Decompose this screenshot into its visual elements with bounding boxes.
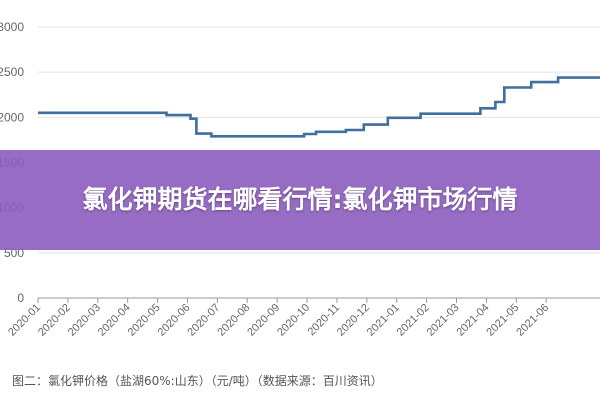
y-tick-label: 2000	[0, 110, 24, 124]
chart-caption: 图二：氯化钾价格（盐湖60%:山东）（元/吨）（数据来源：百川资讯）	[12, 374, 383, 388]
y-tick-label: 2500	[0, 65, 24, 79]
y-tick-label: 0	[17, 291, 24, 305]
x-tick-label: 2020-10	[275, 302, 312, 339]
overlay-title: 氯化钾期货在哪看行情:氯化钾市场行情	[82, 185, 518, 214]
y-tick-label: 3000	[0, 20, 24, 34]
price-series-line	[38, 76, 600, 138]
x-axis-tick-labels: 2020-012020-022020-032020-042020-052020-…	[6, 298, 551, 339]
title-overlay-band: 氯化钾期货在哪看行情:氯化钾市场行情	[0, 150, 600, 250]
x-tick-label: 2021-06	[514, 302, 551, 339]
